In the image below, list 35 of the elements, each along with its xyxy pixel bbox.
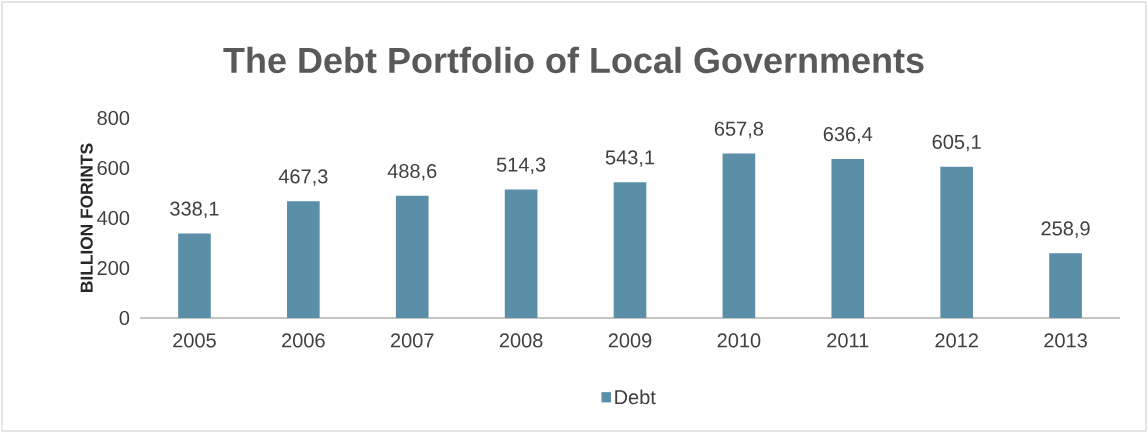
bar — [1049, 253, 1082, 318]
y-tick-label: 800 — [97, 110, 130, 126]
y-tick-label: 400 — [97, 210, 130, 226]
y-tick-label: 600 — [97, 160, 130, 176]
y-tick-label: 200 — [97, 260, 130, 276]
bar — [504, 189, 538, 318]
x-tick-label: 2008 — [499, 333, 543, 348]
chart-title: The Debt Portfolio of Local Governments — [223, 46, 924, 74]
bar — [613, 182, 647, 318]
data-label: 657,8 — [714, 121, 764, 139]
legend-label: Debt — [615, 389, 656, 405]
bar — [178, 233, 211, 318]
bar — [831, 158, 865, 318]
bar — [395, 195, 429, 318]
x-tick-label: 2006 — [282, 333, 325, 348]
bar — [722, 153, 756, 318]
data-label: 514,3 — [496, 157, 546, 175]
bar — [287, 201, 320, 318]
data-label: 605,1 — [932, 134, 981, 152]
x-tick-label: 2005 — [173, 333, 216, 348]
x-tick-label: 2012 — [935, 333, 978, 348]
data-label: 467,3 — [278, 169, 328, 186]
y-tick-label: 0 — [119, 310, 130, 326]
data-label: 543,1 — [605, 150, 655, 167]
x-tick-label: 2010 — [717, 333, 761, 348]
data-label: 488,6 — [387, 163, 437, 181]
y-axis-title: BILLION FORINTS — [80, 143, 93, 292]
data-label: 258,9 — [1041, 221, 1090, 238]
bar — [940, 166, 974, 318]
x-tick-label: 2009 — [608, 333, 652, 348]
data-label: 636,4 — [823, 127, 873, 144]
x-tick-label: 2007 — [390, 333, 434, 348]
x-tick-label: 2013 — [1044, 333, 1087, 348]
x-tick-label: 2011 — [827, 333, 869, 348]
data-label: 338,1 — [170, 201, 219, 219]
